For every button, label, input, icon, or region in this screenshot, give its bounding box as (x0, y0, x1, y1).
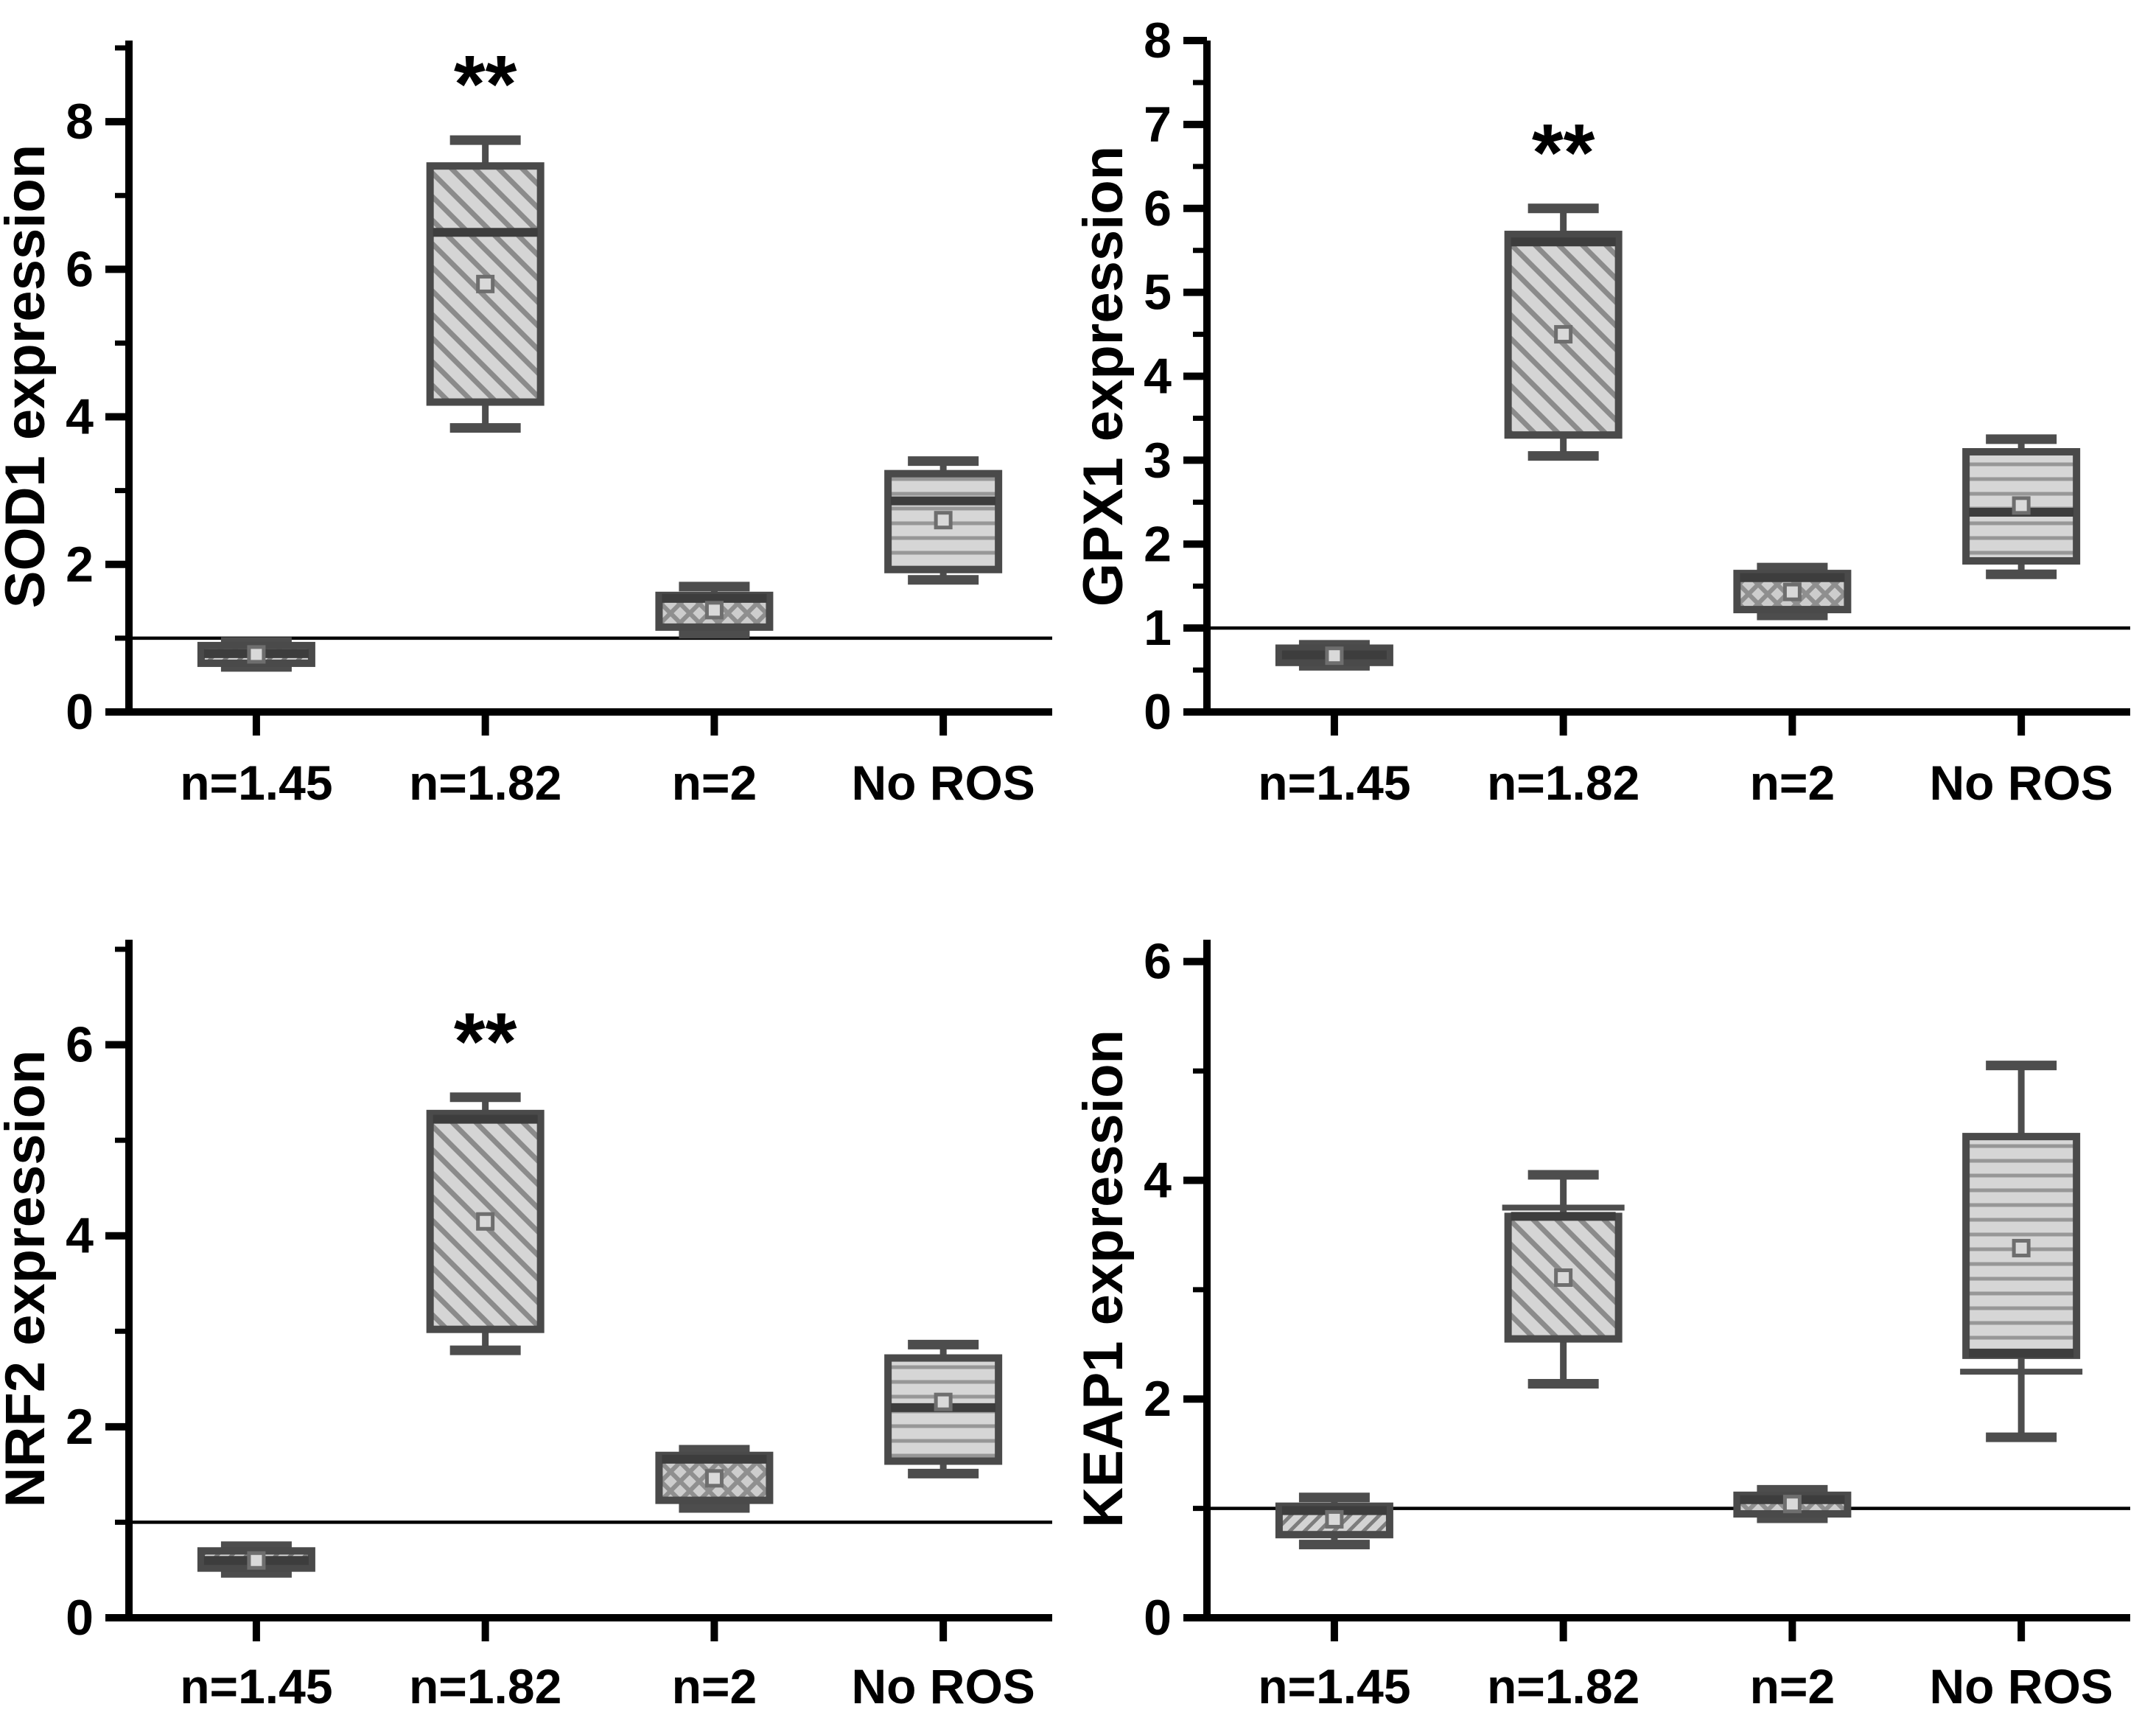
box-n-1.45 (1275, 1492, 1393, 1550)
x-category-label: n=1.82 (1487, 1659, 1639, 1714)
box-n-1.82 (426, 1092, 545, 1355)
mean-marker (704, 601, 724, 620)
mean-marker (476, 1212, 495, 1231)
box-n-1.45 (1275, 640, 1393, 671)
y-tick-label: 0 (1144, 1590, 1172, 1646)
y-axis-title: SOD1 expression (0, 144, 57, 608)
mean-marker (2012, 1238, 2031, 1257)
box-n-2 (1733, 1484, 1852, 1523)
y-tick-label: 6 (66, 1017, 94, 1073)
mean-marker (1325, 646, 1344, 666)
x-category-label: No ROS (1929, 1659, 2113, 1714)
y-tick-label: 2 (66, 537, 94, 593)
box-n-2 (655, 1445, 774, 1513)
significance-stars: ** (1532, 108, 1595, 198)
mean-marker (247, 645, 266, 664)
y-tick-label: 8 (66, 94, 94, 150)
mean-marker (1554, 325, 1573, 344)
y-tick-label: 6 (66, 241, 94, 297)
y-tick-label: 6 (1144, 181, 1172, 237)
x-category-label: n=1.45 (1258, 755, 1410, 810)
y-tick-label: 2 (1144, 1371, 1172, 1427)
x-category-label: No ROS (1929, 755, 2113, 810)
box-n-1.82 (1502, 1170, 1625, 1389)
mean-marker (476, 274, 495, 293)
iqr-box (426, 162, 545, 406)
mean-marker (1782, 582, 1802, 601)
iqr-box (426, 1109, 545, 1333)
x-category-label: n=1.45 (1258, 1659, 1410, 1714)
y-axis-title: GPX1 expression (1078, 146, 1135, 607)
significance-stars: ** (454, 996, 517, 1087)
box-n-1.45 (197, 637, 315, 672)
x-category-label: No ROS (851, 1659, 1035, 1714)
y-tick-label: 4 (66, 389, 94, 445)
x-category-label: n=2 (1750, 755, 1835, 810)
mean-marker (934, 511, 953, 530)
y-tick-label: 2 (1144, 516, 1172, 572)
box-no-ros (1960, 1061, 2083, 1442)
x-category-label: n=2 (672, 1659, 757, 1714)
mean-marker (1782, 1495, 1802, 1514)
x-category-label: n=1.82 (409, 755, 561, 810)
y-tick-label: 2 (66, 1399, 94, 1455)
box-n-1.45 (197, 1541, 315, 1578)
y-tick-label: 7 (1144, 97, 1172, 153)
box-n-1.82 (1504, 203, 1623, 461)
x-category-label: n=2 (672, 755, 757, 810)
y-tick-label: 0 (66, 1590, 94, 1646)
y-axis-title: KEAP1 expression (1078, 1030, 1135, 1528)
y-tick-label: 4 (66, 1208, 94, 1264)
y-tick-label: 6 (1144, 934, 1172, 990)
panel-keap1-expression: 0 2 4 6 KEAP1 expression n=1.45 n=1.82 n=2 No RO… (1078, 859, 2156, 1718)
mean-marker (1325, 1509, 1344, 1529)
panel-sod1-expression: 0 2 4 6 8 SOD1 expression n=1.45 n=1.82 n=2 No RO… (0, 0, 1078, 859)
mean-marker (934, 1392, 953, 1411)
x-category-label: n=2 (1750, 1659, 1835, 1714)
x-category-label: n=1.45 (180, 755, 332, 810)
axes: 0 2 4 6 (1144, 934, 2130, 1646)
iqr-box (1962, 1133, 2081, 1359)
panel-nrf2-expression: 0 2 4 6 NRF2 expression n=1.45 n=1.82 n=2 No ROS… (0, 859, 1078, 1718)
x-category-label: No ROS (851, 755, 1035, 810)
y-tick-label: 4 (1144, 1152, 1172, 1208)
y-axis-title: NRF2 expression (0, 1050, 57, 1508)
x-category-label: n=1.82 (409, 1659, 561, 1714)
box-n-1.82 (426, 135, 545, 433)
box-no-ros (884, 456, 1003, 585)
box-chart-gpx1: 0 1 2 3 4 5 6 7 8 GPX1 expression n=1.45 n=1.82 n=2 N… (1078, 13, 2130, 810)
mean-marker (1554, 1268, 1573, 1288)
significance-stars: ** (454, 39, 517, 130)
box-n-2 (655, 582, 774, 639)
mean-marker (2012, 496, 2031, 515)
mean-marker (247, 1551, 266, 1570)
y-tick-label: 8 (1144, 13, 1172, 69)
x-category-label: n=1.45 (180, 1659, 332, 1714)
y-tick-label: 0 (1144, 684, 1172, 740)
box-no-ros (884, 1339, 1003, 1478)
y-tick-label: 1 (1144, 600, 1172, 656)
panel-gpx1-expression: 0 1 2 3 4 5 6 7 8 GPX1 expression n=1.45 n=1.82 n=2 N… (1078, 0, 2156, 859)
mean-marker (704, 1469, 724, 1488)
box-n-2 (1733, 562, 1852, 621)
x-category-label: n=1.82 (1487, 755, 1639, 810)
y-tick-label: 0 (66, 684, 94, 740)
axes: 0 2 4 6 8 (66, 41, 1052, 740)
y-tick-label: 3 (1144, 432, 1172, 488)
axes: 0 1 2 3 4 5 6 7 8 (1144, 13, 2130, 740)
y-tick-label: 4 (1144, 349, 1172, 405)
y-tick-label: 5 (1144, 265, 1172, 321)
box-no-ros (1962, 434, 2081, 579)
axes: 0 2 4 6 (66, 940, 1052, 1646)
